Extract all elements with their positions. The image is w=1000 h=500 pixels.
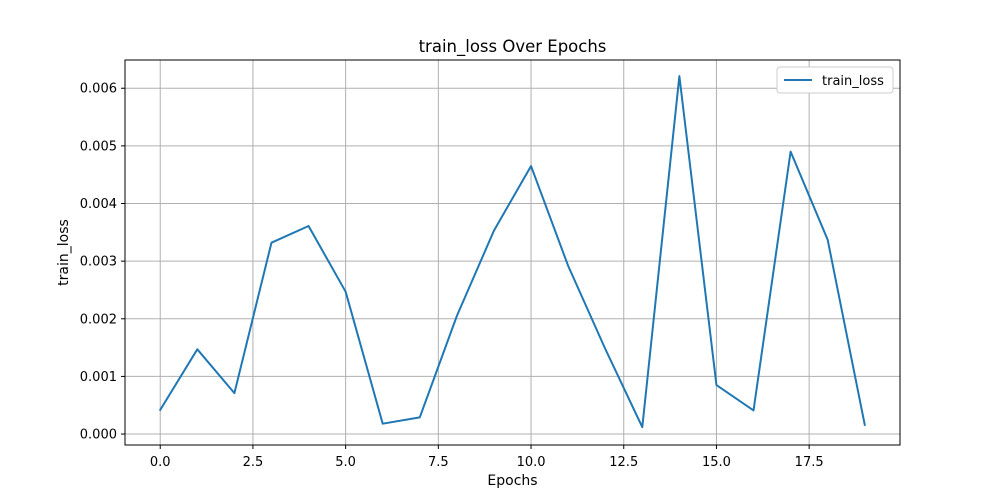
legend-label: train_loss <box>822 74 884 89</box>
x-tick-label: 10.0 <box>517 455 546 470</box>
grid-lines <box>125 60 900 445</box>
chart-title: train_loss Over Epochs <box>419 37 607 57</box>
y-axis-title: train_loss <box>56 219 72 286</box>
y-tick-label: 0.003 <box>80 255 117 270</box>
x-tick-label: 7.5 <box>428 455 449 470</box>
x-axis-title: Epochs <box>487 473 537 489</box>
series-line-train_loss <box>158 75 866 429</box>
x-axis: 0.0 2.5 5.0 7.5 10.0 12.5 15.0 17.5 <box>150 445 824 470</box>
y-tick-label: 0.002 <box>80 312 117 327</box>
series-layer <box>158 75 866 429</box>
x-tick-label: 12.5 <box>609 455 638 470</box>
y-tick-label: 0.001 <box>80 370 117 385</box>
x-tick-label: 5.0 <box>335 455 356 470</box>
y-axis: 0.000 0.001 0.002 0.003 0.004 0.005 0.006 <box>80 82 125 443</box>
legend: train_loss <box>776 66 894 94</box>
x-tick-label: 15.0 <box>702 455 731 470</box>
y-tick-label: 0.006 <box>80 82 117 97</box>
x-tick-label: 0.0 <box>150 455 171 470</box>
y-tick-label: 0.000 <box>80 428 117 443</box>
plot-frame <box>124 59 901 446</box>
x-tick-label: 2.5 <box>243 455 264 470</box>
legend-box <box>776 66 894 94</box>
y-tick-label: 0.005 <box>80 139 117 154</box>
x-tick-label: 17.5 <box>795 455 824 470</box>
y-tick-label: 0.004 <box>80 197 117 212</box>
